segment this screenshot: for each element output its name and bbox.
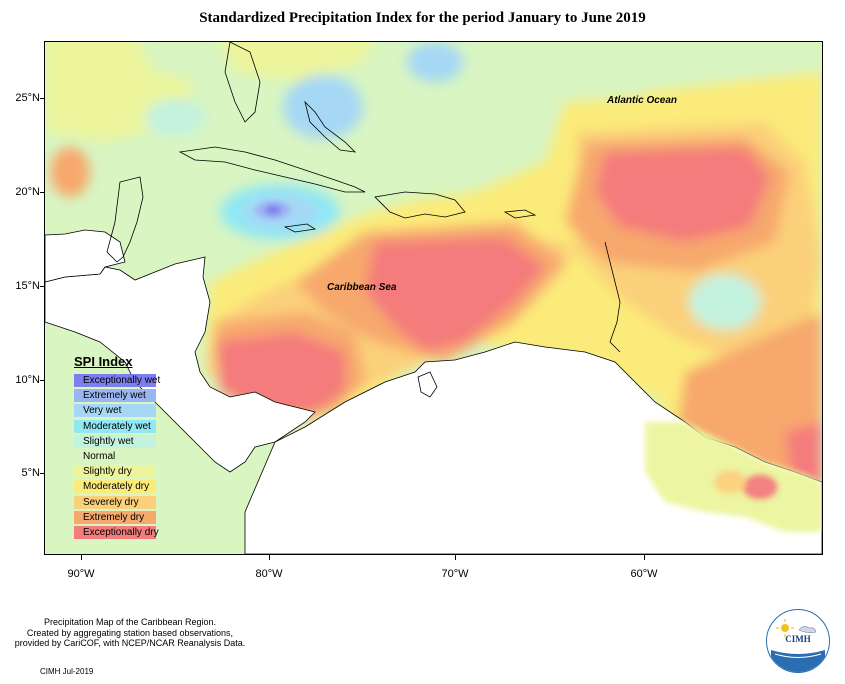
lat-label-25: 25°N — [15, 92, 40, 104]
legend-item: Moderately wet — [74, 419, 214, 434]
hispaniola-outline — [374, 191, 466, 219]
legend-label: Slightly wet — [83, 435, 134, 447]
legend-swatch: Extremely dry — [74, 510, 156, 524]
legend-label: Exceptionally dry — [83, 526, 159, 538]
legend-swatch: Moderately dry — [74, 480, 156, 494]
lat-tick-10 — [40, 380, 45, 381]
lake-maracaibo-outline — [417, 371, 438, 398]
legend-swatch: Moderately wet — [74, 419, 156, 433]
lat-label-15: 15°N — [15, 280, 40, 292]
lon-tick-70 — [455, 555, 456, 560]
cimh-logo: CIMH — [766, 609, 830, 673]
legend-item: Slightly dry — [74, 464, 214, 479]
legend-items: Exceptionally wet Extremely wet Very wet Mo… — [74, 373, 214, 540]
legend-label: Extremely dry — [83, 511, 145, 523]
yucatan-outline — [106, 176, 144, 263]
lesser-antilles-outline — [604, 241, 621, 353]
lat-label-5: 5°N — [21, 467, 40, 479]
spi-map[interactable]: Atlantic Ocean Caribbean Sea — [44, 41, 823, 555]
legend-swatch: Slightly wet — [74, 434, 156, 448]
jamaica-outline — [283, 223, 317, 233]
lon-label-70: 70°W — [441, 568, 469, 580]
legend-label: Very wet — [83, 405, 122, 417]
legend-swatch: Slightly dry — [74, 465, 156, 479]
caribbean-sea-label: Caribbean Sea — [327, 282, 397, 293]
legend-swatch: Exceptionally wet — [74, 374, 160, 388]
legend-swatch: Extremely wet — [74, 389, 156, 403]
footer-credit: CIMH Jul-2019 — [40, 667, 94, 676]
legend-label: Extremely wet — [83, 390, 146, 402]
footer-description: Precipitation Map of the Caribbean Regio… — [10, 617, 250, 649]
mexico-land — [45, 229, 126, 283]
legend-item: Extremely wet — [74, 388, 214, 403]
spi-map-canvas — [45, 42, 822, 554]
legend-item: Normal — [74, 449, 214, 464]
lon-label-90: 90°W — [67, 568, 95, 580]
puerto-rico-outline — [503, 209, 537, 219]
legend-item: Moderately dry — [74, 479, 214, 494]
legend-label: Moderately wet — [83, 420, 151, 432]
lat-tick-25 — [40, 98, 45, 99]
legend-swatch: Normal — [74, 450, 156, 464]
lon-tick-60 — [644, 555, 645, 560]
legend-label: Severely dry — [83, 496, 139, 508]
footer-line-1: Precipitation Map of the Caribbean Regio… — [43, 617, 217, 627]
footer-line-2: Created by aggregating station based obs… — [26, 627, 234, 638]
legend-item: Exceptionally dry — [74, 525, 214, 540]
legend-label: Normal — [83, 451, 116, 463]
island-outlines — [106, 42, 621, 398]
legend-swatch: Very wet — [74, 404, 156, 418]
lon-label-60: 60°W — [630, 568, 658, 580]
lon-tick-90 — [81, 555, 82, 560]
lon-tick-80 — [269, 555, 270, 560]
map-title: Standardized Precipitation Index for the… — [199, 10, 646, 26]
footer-line-3: provided by CariCOF, with NCEP/NCAR Rean… — [14, 638, 246, 648]
logo-graphic — [771, 619, 825, 672]
cuba-outline — [178, 146, 366, 193]
legend-item: Slightly wet — [74, 434, 214, 449]
legend-item: Very wet — [74, 403, 214, 418]
lat-tick-20 — [40, 192, 45, 193]
lon-label-80: 80°W — [255, 568, 283, 580]
legend-label: Exceptionally wet — [83, 375, 161, 387]
lat-tick-15 — [40, 286, 45, 287]
atlantic-ocean-label: Atlantic Ocean — [607, 95, 678, 106]
logo-text: CIMH — [785, 634, 811, 644]
legend-item: Severely dry — [74, 495, 214, 510]
florida-outline — [224, 42, 261, 123]
legend-swatch: Severely dry — [74, 495, 156, 509]
legend-title: SPI Index — [74, 354, 133, 369]
bahamas-outline — [304, 100, 357, 153]
legend-label: Moderately dry — [83, 481, 150, 493]
lat-label-10: 10°N — [15, 374, 40, 386]
legend-label: Slightly dry — [83, 466, 132, 478]
legend-item: Extremely dry — [74, 510, 214, 525]
lat-label-20: 20°N — [15, 186, 40, 198]
lat-tick-5 — [40, 473, 45, 474]
legend-item: Exceptionally wet — [74, 373, 214, 388]
legend-swatch: Exceptionally dry — [74, 525, 159, 539]
spi-shading — [45, 42, 822, 554]
spi-legend: SPI Index Exceptionally wet Extremely wet… — [74, 354, 214, 540]
